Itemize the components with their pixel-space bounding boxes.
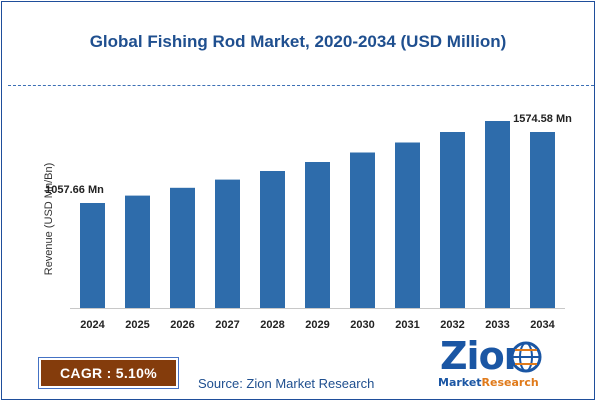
data-label-2034: 1574.58 Mn xyxy=(513,113,572,125)
x-tick-label-2030: 2030 xyxy=(350,319,374,331)
bar-2033 xyxy=(485,121,510,308)
bar-2029 xyxy=(305,162,330,308)
data-label-2024: 1057.66 Mn xyxy=(45,184,104,196)
x-tick-label-2025: 2025 xyxy=(125,319,149,331)
x-tick-label-2024: 2024 xyxy=(80,319,105,331)
logo-market: Market xyxy=(438,376,482,389)
bar-2028 xyxy=(260,171,285,308)
x-tick-label-2033: 2033 xyxy=(485,319,509,331)
source-note: Source: Zion Market Research xyxy=(198,376,375,391)
bar-2031 xyxy=(395,142,420,308)
globe-icon xyxy=(510,341,542,373)
x-tick-label-2034: 2034 xyxy=(530,319,555,331)
bar-2030 xyxy=(350,152,375,308)
bar-2025 xyxy=(125,195,150,308)
chart-title: Global Fishing Rod Market, 2020-2034 (US… xyxy=(89,32,507,51)
cagr-box: CAGR : 5.10% xyxy=(38,357,179,389)
bar-2027 xyxy=(215,179,240,308)
logo-research: Research xyxy=(481,376,539,389)
bar-2034 xyxy=(530,132,555,308)
title-divider xyxy=(8,85,594,86)
x-tick-label-2028: 2028 xyxy=(260,319,284,331)
logo-subtitle: MarketResearch xyxy=(438,376,539,389)
bar-2026 xyxy=(170,187,195,308)
cagr-value: CAGR : 5.10% xyxy=(41,360,176,386)
x-tick-label-2031: 2031 xyxy=(395,319,419,331)
x-tick-label-2032: 2032 xyxy=(440,319,464,331)
bar-2024 xyxy=(80,203,105,308)
zion-logo: Zion MarketResearch xyxy=(438,334,550,394)
x-tick-label-2027: 2027 xyxy=(215,319,239,331)
x-tick-label-2029: 2029 xyxy=(305,319,329,331)
x-tick-label-2026: 2026 xyxy=(170,319,194,331)
bar-2032 xyxy=(440,132,465,308)
